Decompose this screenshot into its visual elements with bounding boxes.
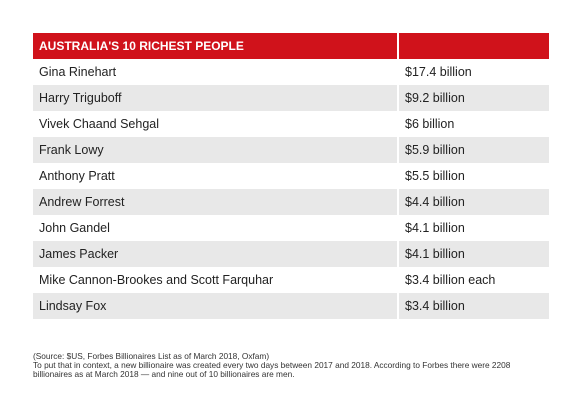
wealth-cell: $9.2 billion xyxy=(398,85,549,111)
notes: (Source: $US, Forbes Billionaires List a… xyxy=(33,352,543,379)
table-row: Vivek Chaand Sehgal $6 billion xyxy=(33,111,549,137)
wealth-cell: $17.4 billion xyxy=(405,65,472,79)
wealth-cell: $4.4 billion xyxy=(398,189,549,215)
wealth-cell: $5.9 billion xyxy=(398,137,549,163)
name-cell: Frank Lowy xyxy=(33,137,399,163)
header-cell xyxy=(398,33,549,59)
table-title: AUSTRALIA'S 10 RICHEST PEOPLE xyxy=(33,33,399,59)
context-note: To put that in context, a new billionair… xyxy=(33,360,511,379)
table-row: Andrew Forrest $4.4 billion xyxy=(33,189,549,215)
table-row: Anthony Pratt $5.5 billion xyxy=(33,163,549,189)
name-cell: Harry Triguboff xyxy=(33,85,399,111)
name-cell: Mike Cannon-Brookes and Scott Farquhar xyxy=(33,267,399,293)
name-cell: Vivek Chaand Sehgal xyxy=(33,111,399,137)
wealth-cell: $3.4 billion each xyxy=(405,273,496,287)
name-cell: Gina Rinehart xyxy=(33,59,399,85)
wealth-cell: $5.5 billion xyxy=(405,169,465,183)
wealth-cell: $6 billion xyxy=(405,117,455,131)
table-row: Gina Rinehart $17.4 billion xyxy=(33,59,549,85)
name-cell: Anthony Pratt xyxy=(33,163,399,189)
table-row: Mike Cannon-Brookes and Scott Farquhar $3… xyxy=(33,267,549,293)
wealth-cell: $3.4 billion xyxy=(398,293,549,319)
table-body: Gina Rinehart $17.4 billion Harry Trigubof… xyxy=(33,59,549,319)
name-cell: Lindsay Fox xyxy=(33,293,399,319)
table-row: John Gandel $4.1 billion xyxy=(33,215,549,241)
table-row: Frank Lowy $5.9 billion xyxy=(33,137,549,163)
table-row: Lindsay Fox $3.4 billion xyxy=(33,293,549,319)
wealth-cell: $4.1 billion xyxy=(405,221,465,235)
header-row: AUSTRALIA'S 10 RICHEST PEOPLE xyxy=(33,33,549,59)
richest-table: AUSTRALIA'S 10 RICHEST PEOPLE Gina Rineh… xyxy=(33,33,549,319)
wealth-cell: $4.1 billion xyxy=(398,241,549,267)
source-note: (Source: $US, Forbes Billionaires List a… xyxy=(33,351,270,361)
name-cell: James Packer xyxy=(33,241,399,267)
table-container: AUSTRALIA'S 10 RICHEST PEOPLE Gina Rineh… xyxy=(33,33,549,319)
name-cell: John Gandel xyxy=(33,215,399,241)
table-row: James Packer $4.1 billion xyxy=(33,241,549,267)
name-cell: Andrew Forrest xyxy=(33,189,399,215)
table-row: Harry Triguboff $9.2 billion xyxy=(33,85,549,111)
